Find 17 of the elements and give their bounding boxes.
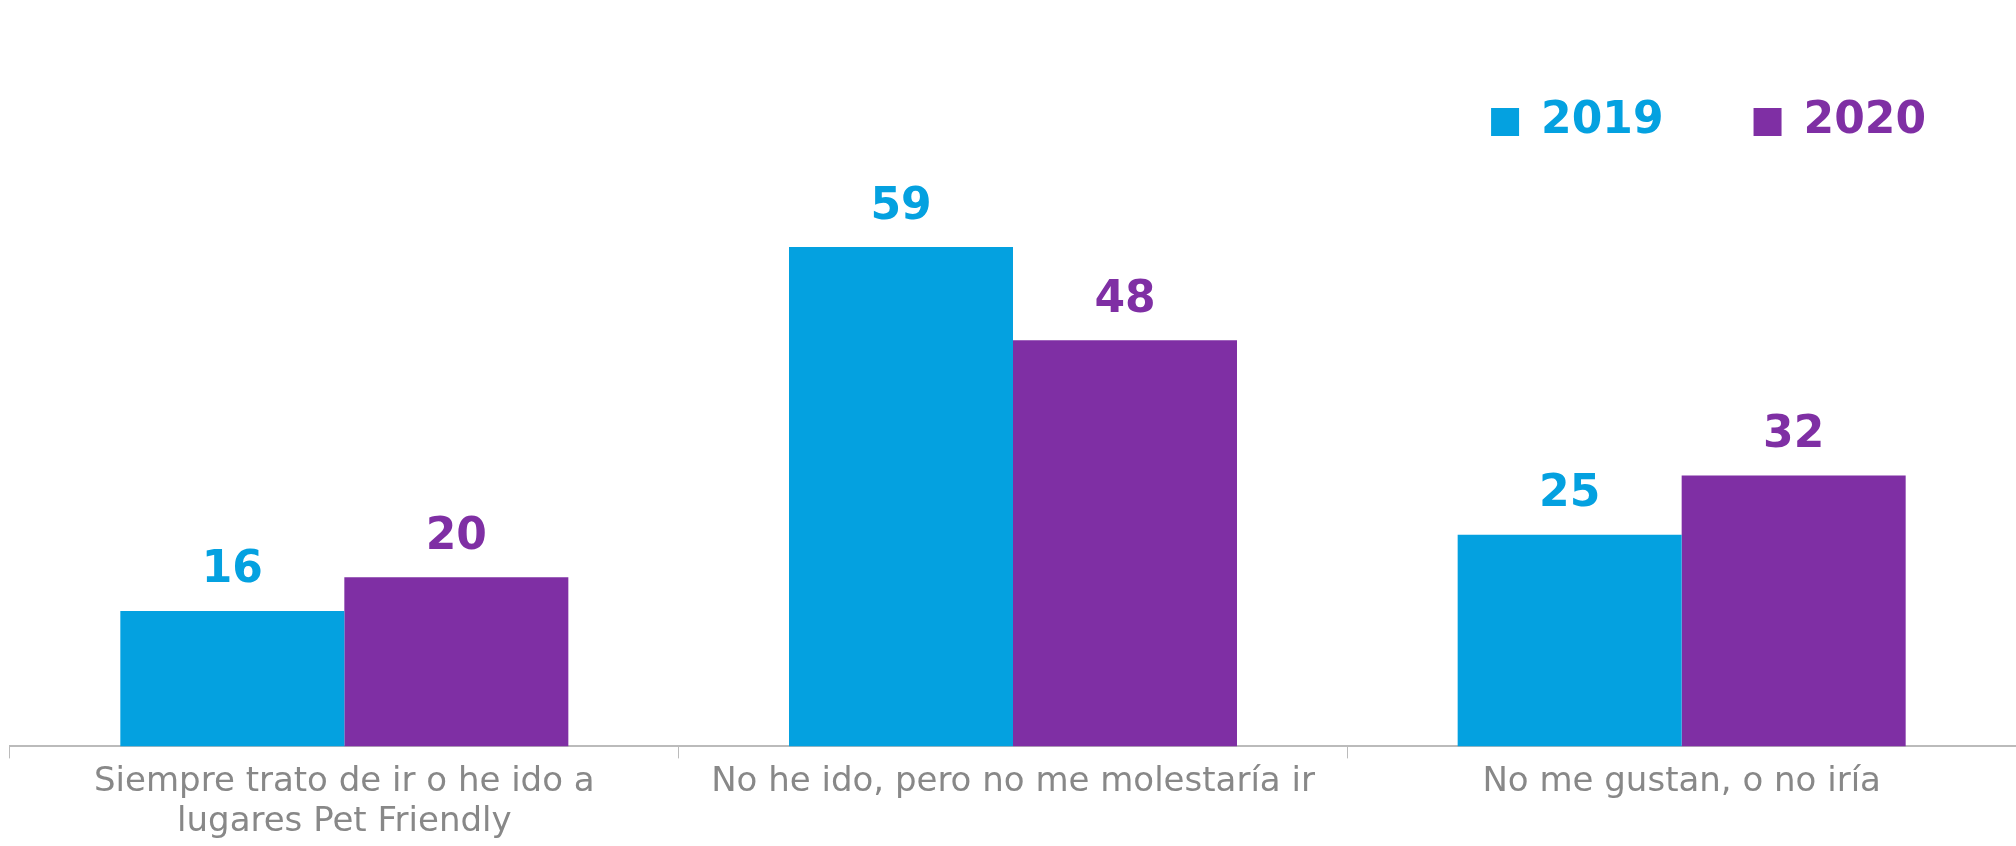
x-tick-label: No he ido, pero no me molestaría ir [711,758,1315,799]
x-tick-label: No me gustan, o no iría [1482,758,1881,799]
data-label: 32 [1763,406,1825,458]
bar [1013,340,1237,747]
bar [1457,534,1682,747]
legend-label: 2019 [1541,92,1664,144]
bar [120,610,345,747]
data-label: 20 [425,507,487,559]
data-label: 48 [1094,270,1156,322]
data-label: 25 [1539,465,1601,517]
data-label: 16 [201,541,263,593]
bar [789,247,1013,747]
legend-label: 2020 [1803,92,1927,144]
bar [1681,475,1906,747]
x-tick-label: Siempre trato de ir o he ido a lugares Pet Friendly [94,758,595,840]
data-label: 59 [870,177,932,229]
bar [344,577,569,747]
